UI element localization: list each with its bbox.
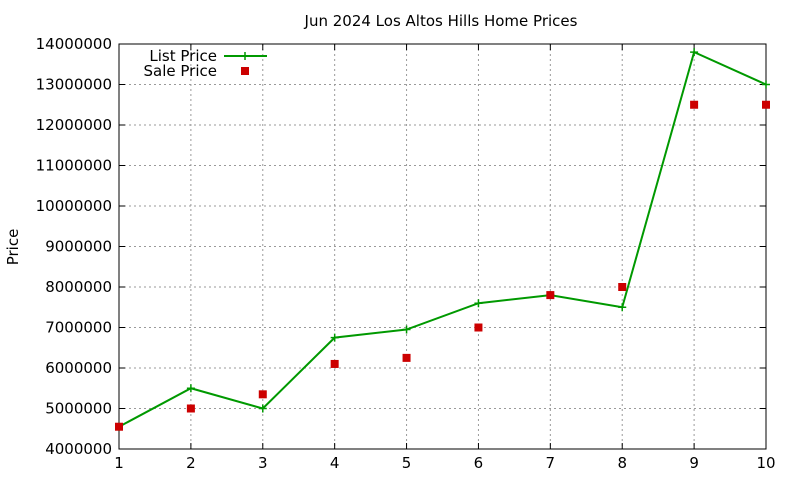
legend-label-list-price: List Price [149, 47, 217, 65]
legend: List Price Sale Price [144, 47, 267, 80]
x-tick-label: 1 [114, 454, 124, 472]
list-price-series [115, 48, 770, 431]
list-price-point [186, 384, 195, 393]
sale-price-point [762, 100, 770, 109]
y-tick-label: 6000000 [45, 359, 112, 377]
y-tick-label: 12000000 [36, 116, 112, 134]
sale-price-point [186, 404, 195, 413]
x-tick-label: 7 [546, 454, 556, 472]
tick-labels: 1 2 3 4 5 6 7 8 9 10 4000000 5000000 6000000 7000000 8… [36, 35, 776, 472]
y-tick-label: 13000000 [36, 76, 112, 94]
list-price-point [258, 404, 267, 413]
sale-price-point [258, 390, 267, 399]
x-tick-label: 8 [617, 454, 627, 472]
plot-border [118, 43, 767, 450]
x-tick-label: 10 [756, 454, 775, 472]
x-tick-label: 9 [689, 454, 699, 472]
sale-price-point [546, 291, 555, 300]
list-price-point [762, 80, 770, 89]
x-tick-label: 5 [402, 454, 412, 472]
list-price-line [118, 50, 767, 428]
y-tick-label: 4000000 [45, 440, 112, 458]
axes [118, 43, 767, 450]
chart-title: Jun 2024 Los Altos Hills Home Prices [304, 12, 578, 30]
legend-marker-sale-price [241, 67, 249, 75]
list-price-point [402, 325, 411, 334]
list-price-point [690, 48, 699, 57]
x-tick-label: 6 [474, 454, 484, 472]
grid-lines [119, 44, 766, 449]
x-tick-label: 4 [330, 454, 340, 472]
x-tick-label: 2 [186, 454, 196, 472]
legend-label-sale-price: Sale Price [144, 62, 217, 80]
sale-price-point [402, 353, 411, 362]
sale-price-series [115, 100, 770, 431]
y-tick-label: 7000000 [45, 319, 112, 337]
list-price-point [474, 299, 483, 308]
y-tick-label: 14000000 [36, 35, 112, 53]
list-price-point [618, 303, 627, 312]
y-tick-label: 8000000 [45, 278, 112, 296]
sale-price-point [330, 359, 339, 368]
sale-price-point [690, 100, 699, 109]
y-axis-label: Price [4, 229, 22, 266]
sale-price-point [115, 422, 123, 431]
legend-marker-list-price [241, 52, 249, 60]
sale-price-point [618, 283, 627, 291]
sale-price-point [474, 323, 483, 332]
y-tick-label: 10000000 [36, 197, 112, 215]
y-tick-label: 9000000 [45, 238, 112, 256]
x-tick-label: 3 [258, 454, 268, 472]
list-price-point [330, 333, 339, 342]
y-tick-label: 11000000 [36, 157, 112, 175]
y-tick-label: 5000000 [45, 400, 112, 418]
